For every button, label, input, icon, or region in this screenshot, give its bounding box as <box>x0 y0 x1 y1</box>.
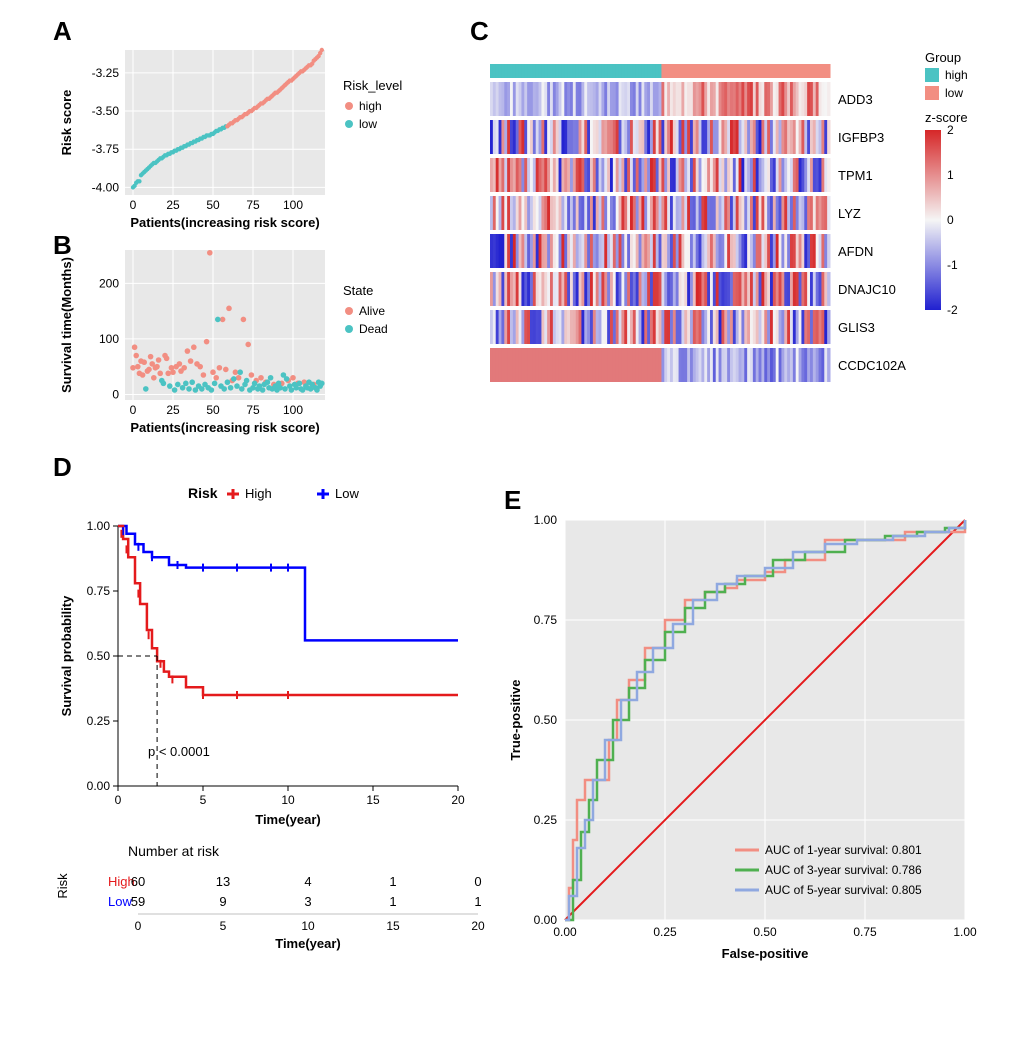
svg-text:Dead: Dead <box>359 322 388 336</box>
svg-text:high: high <box>945 68 968 82</box>
svg-text:IGFBP3: IGFBP3 <box>838 130 884 145</box>
figure-root: A B C D E 0255075100-4.00-3.75-3.50-3.25… <box>10 10 1010 1030</box>
svg-text:Patients(increasing risk score: Patients(increasing risk score) <box>130 420 319 435</box>
svg-text:0.25: 0.25 <box>87 714 111 728</box>
svg-text:Risk_level: Risk_level <box>343 78 402 93</box>
svg-text:0.50: 0.50 <box>87 649 111 663</box>
svg-text:15: 15 <box>366 793 380 807</box>
svg-text:0.00: 0.00 <box>534 913 558 927</box>
svg-text:9: 9 <box>219 894 226 909</box>
svg-text:0: 0 <box>947 213 954 227</box>
svg-text:20: 20 <box>471 919 485 933</box>
svg-text:0.00: 0.00 <box>87 779 111 793</box>
svg-text:50: 50 <box>206 198 220 212</box>
panel-e-svg: 0.00 0.25 0.50 0.75 1.00 0.00 0.25 0.50 0.75 1.00… <box>500 490 1020 1030</box>
svg-text:AUC of 1-year survival: 0.801: AUC of 1-year survival: 0.801 <box>765 843 922 857</box>
svg-text:0.25: 0.25 <box>534 813 558 827</box>
svg-text:25: 25 <box>166 198 180 212</box>
svg-text:-3.50: -3.50 <box>92 104 120 118</box>
svg-text:State: State <box>343 283 373 298</box>
svg-text:Survival probability: Survival probability <box>59 595 74 716</box>
svg-text:GLIS3: GLIS3 <box>838 320 875 335</box>
svg-text:AUC of 3-year survival: 0.786: AUC of 3-year survival: 0.786 <box>765 863 922 877</box>
svg-text:Time(year): Time(year) <box>275 936 341 951</box>
svg-text:75: 75 <box>246 403 260 417</box>
svg-text:5: 5 <box>220 919 227 933</box>
svg-text:AFDN: AFDN <box>838 244 873 259</box>
svg-text:20: 20 <box>451 793 465 807</box>
svg-text:0: 0 <box>115 793 122 807</box>
svg-text:ADD3: ADD3 <box>838 92 873 107</box>
panel-b-svg: 0 25 50 75 100 0 100 200 Patients(increasing ris… <box>53 232 473 447</box>
svg-text:1.00: 1.00 <box>87 519 111 533</box>
svg-text:high: high <box>359 99 382 113</box>
svg-text:Time(year): Time(year) <box>255 812 321 827</box>
svg-text:-1: -1 <box>947 258 958 272</box>
svg-text:Survival time(Months): Survival time(Months) <box>59 257 74 393</box>
svg-text:Alive: Alive <box>359 304 385 318</box>
svg-text:1: 1 <box>474 894 481 909</box>
svg-text:0.00: 0.00 <box>553 925 577 939</box>
svg-text:low: low <box>945 86 963 100</box>
svg-text:Risk: Risk <box>55 873 70 899</box>
svg-text:100: 100 <box>283 198 303 212</box>
svg-text:False-positive: False-positive <box>722 946 809 961</box>
svg-text:1: 1 <box>947 168 954 182</box>
svg-text:10: 10 <box>301 919 315 933</box>
svg-text:200: 200 <box>99 276 119 290</box>
svg-text:4: 4 <box>304 874 311 889</box>
svg-text:0: 0 <box>474 874 481 889</box>
svg-text:LYZ: LYZ <box>838 206 861 221</box>
svg-text:3: 3 <box>304 894 311 909</box>
svg-text:low: low <box>359 117 377 131</box>
svg-text:Number at risk: Number at risk <box>128 843 220 859</box>
svg-text:Group: Group <box>925 50 961 65</box>
svg-text:0.75: 0.75 <box>87 584 111 598</box>
svg-text:1: 1 <box>389 874 396 889</box>
svg-text:-2: -2 <box>947 303 958 317</box>
svg-text:60: 60 <box>131 874 145 889</box>
svg-text:-3.75: -3.75 <box>92 142 120 156</box>
svg-text:TPM1: TPM1 <box>838 168 873 183</box>
svg-text:DNAJC10: DNAJC10 <box>838 282 896 297</box>
svg-text:True-positive: True-positive <box>508 680 523 761</box>
svg-text:0.75: 0.75 <box>534 613 558 627</box>
svg-text:1.00: 1.00 <box>534 513 558 527</box>
svg-text:p < 0.0001: p < 0.0001 <box>148 744 210 759</box>
svg-text:High: High <box>245 486 272 501</box>
svg-text:Low: Low <box>335 486 359 501</box>
svg-text:25: 25 <box>166 403 180 417</box>
svg-text:1.00: 1.00 <box>953 925 977 939</box>
svg-text:13: 13 <box>216 874 230 889</box>
svg-text:-4.00: -4.00 <box>92 180 120 194</box>
svg-text:0: 0 <box>112 387 119 401</box>
svg-text:100: 100 <box>99 332 119 346</box>
panel-a-svg: 0 25 50 75 100 -4.00 -3.75 -3.50 -3.25 Patients(i… <box>53 22 473 237</box>
svg-text:-3.25: -3.25 <box>92 66 120 80</box>
svg-text:50: 50 <box>206 403 220 417</box>
svg-text:Risk: Risk <box>188 485 218 501</box>
svg-text:CCDC102A: CCDC102A <box>838 358 906 373</box>
svg-text:0.25: 0.25 <box>653 925 677 939</box>
svg-text:0.75: 0.75 <box>853 925 877 939</box>
svg-text:0: 0 <box>130 403 137 417</box>
svg-text:0: 0 <box>130 198 137 212</box>
panel-d-svg: RiskHighLow051015200.000.250.500.751.00p… <box>53 458 513 1018</box>
svg-text:0.50: 0.50 <box>534 713 558 727</box>
svg-text:1: 1 <box>389 894 396 909</box>
svg-text:Patients(increasing risk score: Patients(increasing risk score) <box>130 215 319 230</box>
svg-text:10: 10 <box>281 793 295 807</box>
svg-text:0.50: 0.50 <box>753 925 777 939</box>
svg-text:2: 2 <box>947 123 954 137</box>
svg-text:15: 15 <box>386 919 400 933</box>
svg-text:5: 5 <box>200 793 207 807</box>
panel-c-svg: ADD3 IGFBP3 TPM1 LYZ AFDN DNAJC10 GLIS3 CCDC102… <box>470 22 1020 432</box>
svg-text:75: 75 <box>246 198 260 212</box>
svg-text:0: 0 <box>135 919 142 933</box>
svg-text:59: 59 <box>131 894 145 909</box>
svg-text:AUC of 5-year survival: 0.805: AUC of 5-year survival: 0.805 <box>765 883 922 897</box>
svg-text:Risk score: Risk score <box>59 90 74 156</box>
svg-text:Low: Low <box>108 894 132 909</box>
svg-text:100: 100 <box>283 403 303 417</box>
